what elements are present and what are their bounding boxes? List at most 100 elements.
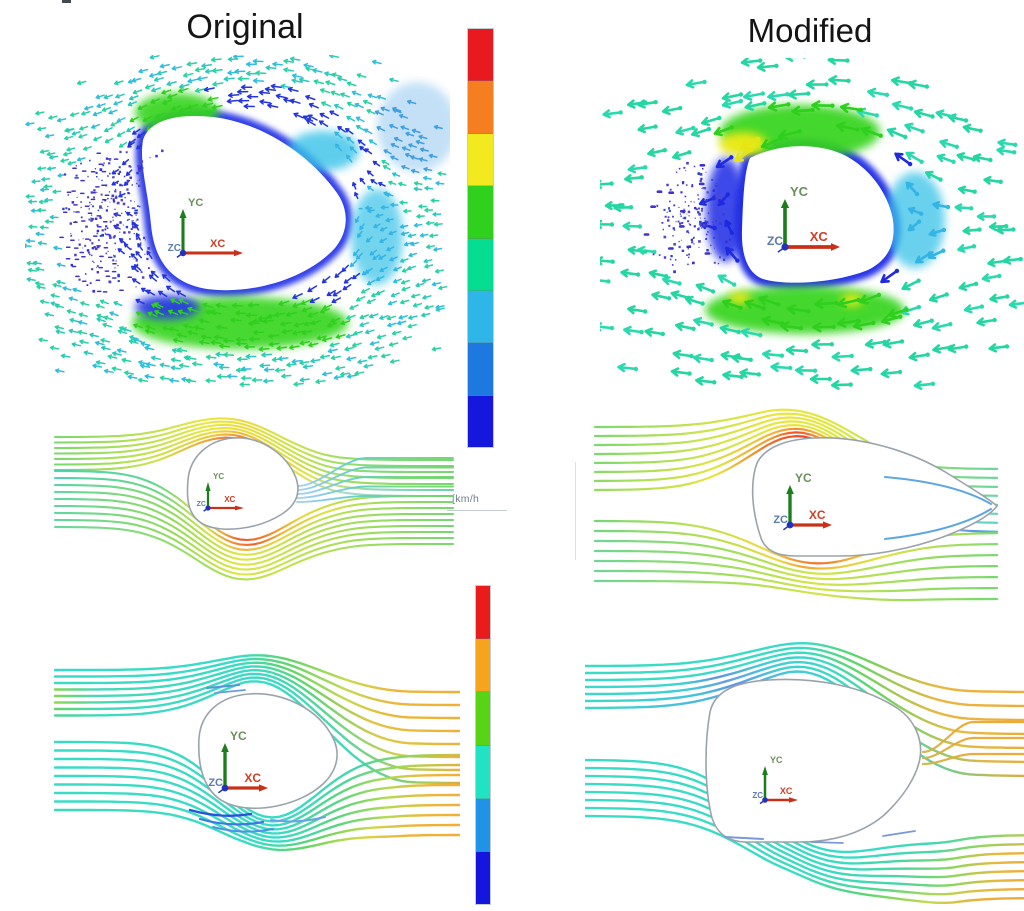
streamline: [921, 736, 1024, 760]
y-axis-label: YC: [770, 755, 783, 765]
colorbar-bottom: [475, 585, 491, 905]
y-axis-label: YC: [230, 729, 247, 743]
streamline: [53, 808, 460, 852]
colorbar-segment: [468, 395, 493, 447]
colorbar-segment: [476, 692, 490, 746]
units-underline: [447, 510, 507, 511]
colorbar-segment: [476, 798, 490, 852]
streamline: [593, 579, 999, 602]
streamline: [296, 485, 454, 499]
colorbar-top: [467, 28, 494, 448]
axis-triad: YC XC ZC: [168, 197, 243, 259]
streamline: [53, 791, 460, 843]
streamline: [296, 495, 454, 503]
column-title-original: Original: [186, 8, 304, 46]
velocity-zone: [706, 158, 746, 262]
colorbar-segment: [468, 238, 493, 291]
body-outline: [186, 437, 299, 530]
streamline: [585, 814, 1024, 904]
streamline: [53, 749, 460, 823]
units-label: [km/h: [452, 493, 480, 505]
streamline: [585, 782, 1024, 871]
x-axis-label: XC: [224, 495, 235, 504]
streamline: [296, 476, 454, 495]
streamline: [53, 511, 455, 571]
axis-triad: YC XC ZC: [208, 729, 268, 794]
colorbar-segment: [476, 745, 490, 799]
streamline: [53, 420, 455, 468]
colorbar-segment: [468, 343, 493, 396]
y-axis-label: YC: [795, 471, 812, 485]
streamline: [53, 800, 460, 847]
velocity-arrows: [600, 79, 1024, 390]
axis-triad: YC XC ZC: [752, 755, 798, 805]
streamline-segment: [270, 816, 326, 823]
streamline-segment: [884, 476, 992, 505]
colorbar-segment: [468, 29, 493, 82]
original-velocity-vectors-panel: YC XC ZC: [25, 55, 450, 388]
streamline: [53, 430, 455, 486]
x-axis-label: XC: [780, 786, 793, 796]
z-axis-label: ZC: [168, 243, 181, 254]
velocity-arrows: [334, 131, 410, 286]
streamline: [593, 539, 999, 575]
streamline: [585, 806, 1024, 896]
streamline: [53, 483, 455, 551]
streamline: [53, 476, 455, 546]
y-axis-label: YC: [790, 184, 809, 199]
body-outline: [197, 692, 338, 810]
streamline: [585, 646, 1024, 708]
streamline: [585, 790, 1024, 879]
streamline: [593, 549, 999, 581]
z-axis-label: ZC: [208, 777, 223, 789]
velocity-zone: [885, 172, 945, 268]
streamline: [296, 466, 454, 491]
velocity-arrows: [734, 137, 760, 162]
streamline: [53, 672, 460, 759]
streamline: [53, 504, 455, 566]
streamline: [921, 752, 1024, 766]
streamline: [53, 654, 460, 694]
streamline: [53, 525, 455, 581]
colorbar-segment: [476, 851, 490, 905]
streamline: [53, 518, 455, 576]
column-title-modified: Modified: [747, 12, 873, 49]
streamline-segment: [198, 817, 265, 826]
streamline: [53, 783, 460, 839]
colorbar-segment: [468, 290, 493, 344]
streamline: [585, 798, 1024, 887]
axis-triad: YC XC ZC: [773, 471, 832, 531]
modified-streamlines-mid-panel: YC XC ZC: [593, 408, 999, 602]
panel-edge-artifact: [575, 462, 576, 560]
z-axis-label: ZC: [197, 501, 206, 508]
y-axis-label: YC: [188, 197, 203, 209]
streamline: [53, 668, 460, 746]
axis-triad: YC XC ZC: [767, 184, 840, 253]
streamline: [53, 766, 460, 831]
streamline: [585, 660, 1024, 750]
streamline: [585, 641, 1024, 694]
velocity-arrows: [25, 55, 445, 383]
colorbar-segment: [468, 81, 493, 134]
velocity-arrows: [25, 55, 445, 384]
streamline-segment: [188, 808, 253, 817]
x-axis-label: XC: [809, 508, 826, 522]
streamline-segment: [724, 836, 764, 840]
x-axis-label: XC: [210, 238, 225, 250]
body: [141, 115, 346, 291]
streamline: [53, 423, 455, 474]
streamline-segment: [882, 830, 916, 837]
velocity-zone: [377, 82, 450, 172]
streamline: [593, 569, 999, 593]
colorbar-segment: [476, 639, 490, 693]
z-axis-label: ZC: [752, 791, 763, 800]
streamline: [53, 417, 455, 462]
colorbar-segment: [468, 186, 493, 239]
x-axis-label: XC: [810, 229, 829, 244]
velocity-arrows: [713, 100, 908, 333]
streamline: [585, 774, 1024, 865]
body-outline: [705, 678, 922, 843]
streamline-segment: [206, 684, 240, 689]
streamline: [53, 657, 460, 707]
x-axis-label: XC: [244, 771, 261, 785]
